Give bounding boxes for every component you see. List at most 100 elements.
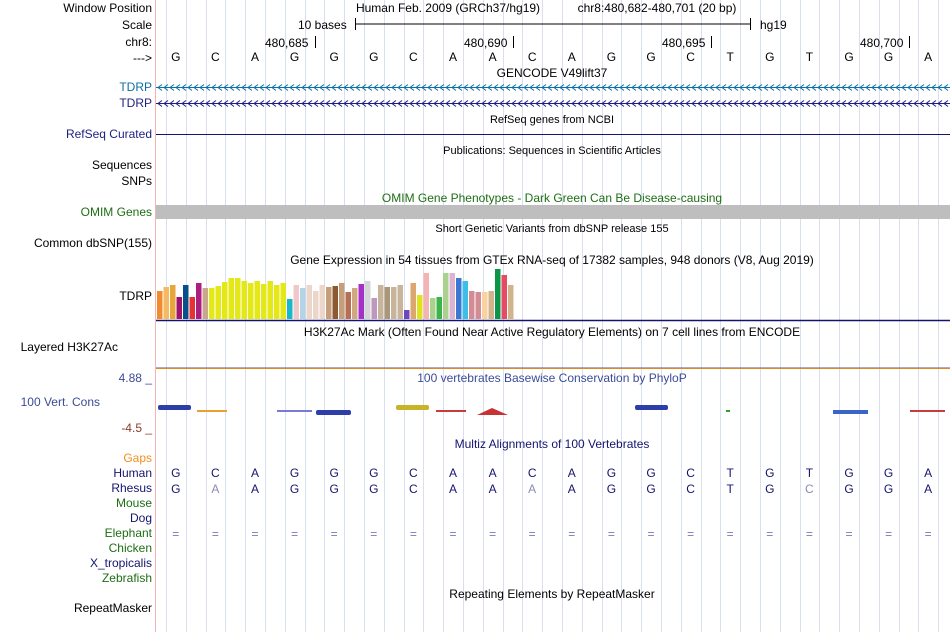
human-base: T xyxy=(805,466,814,480)
label-gtex-gene[interactable]: TDRP xyxy=(119,289,152,303)
gencode-gene-tdrp-1[interactable] xyxy=(156,84,950,91)
label-species-chicken[interactable]: Chicken xyxy=(108,541,152,555)
gtex-bar[interactable] xyxy=(358,284,365,319)
gtex-bar[interactable] xyxy=(209,288,215,319)
human-base: G xyxy=(369,466,379,480)
gtex-bar[interactable] xyxy=(163,287,170,319)
gtex-bar[interactable] xyxy=(254,281,261,319)
gtex-bar[interactable] xyxy=(196,283,202,319)
gtex-bar[interactable] xyxy=(456,278,462,319)
sequence-base: G xyxy=(329,50,339,64)
gtex-bar[interactable] xyxy=(228,278,235,319)
gtex-bar[interactable] xyxy=(443,273,449,319)
label-refseq-curated[interactable]: RefSeq Curated xyxy=(65,127,152,141)
scale-db: hg19 xyxy=(760,18,787,32)
gtex-bar[interactable] xyxy=(313,291,319,319)
gtex-bar[interactable] xyxy=(319,285,326,319)
track-title-omim: OMIM Gene Phenotypes - Dark Green Can Be… xyxy=(381,191,723,205)
gtex-bar[interactable] xyxy=(248,283,254,319)
gtex-bar[interactable] xyxy=(423,273,430,319)
gtex-bar[interactable] xyxy=(222,282,228,319)
sequence-base: G xyxy=(844,50,854,64)
human-base: G xyxy=(329,466,339,480)
gtex-bar[interactable] xyxy=(397,285,404,319)
phylop-conservation-marks[interactable] xyxy=(158,405,945,415)
label-gencode-tdrp-2[interactable]: TDRP xyxy=(119,96,152,110)
label-sequences[interactable]: Sequences xyxy=(91,158,152,172)
scale-label: 10 bases xyxy=(298,18,347,32)
gtex-bar[interactable] xyxy=(306,285,313,319)
human-base: C xyxy=(409,466,418,480)
omim-gene-bar[interactable] xyxy=(156,205,950,219)
gtex-bar[interactable] xyxy=(449,273,456,319)
gtex-bar[interactable] xyxy=(202,288,209,319)
ruler-tick-label: 480,700 xyxy=(860,36,904,50)
gtex-bar[interactable] xyxy=(384,287,391,319)
gtex-bar[interactable] xyxy=(241,281,248,319)
gtex-bar[interactable] xyxy=(436,297,443,319)
gtex-bar[interactable] xyxy=(410,283,417,319)
gtex-bar[interactable] xyxy=(417,295,423,319)
gtex-bar[interactable] xyxy=(157,291,163,319)
gtex-bar[interactable] xyxy=(352,288,358,319)
gtex-bar[interactable] xyxy=(176,297,183,319)
gtex-bar[interactable] xyxy=(326,287,332,319)
gtex-bar[interactable] xyxy=(501,275,508,319)
label-omim-genes[interactable]: OMIM Genes xyxy=(80,205,152,219)
gtex-bar[interactable] xyxy=(404,310,410,319)
sequence-base: A xyxy=(448,50,457,64)
rhesus-base: G xyxy=(883,482,894,496)
sequence-base: G xyxy=(171,50,181,64)
assembly-title: Human Feb. 2009 (GRCh37/hg19) xyxy=(355,1,541,15)
label-gencode-tdrp-1[interactable]: TDRP xyxy=(119,80,152,94)
elephant-base: = xyxy=(607,527,615,541)
gtex-bar[interactable] xyxy=(170,285,176,319)
label-repeatmasker[interactable]: RepeatMasker xyxy=(73,601,152,615)
gtex-bar[interactable] xyxy=(332,286,339,319)
human-base: G xyxy=(646,466,656,480)
label-species-gaps[interactable]: Gaps xyxy=(123,451,152,465)
gtex-bar[interactable] xyxy=(235,278,241,319)
rhesus-base: G xyxy=(171,482,181,496)
gtex-expression-bars[interactable] xyxy=(157,269,514,319)
gtex-bar[interactable] xyxy=(469,291,475,319)
gtex-bar[interactable] xyxy=(345,292,352,319)
gtex-bar[interactable] xyxy=(488,291,495,319)
label-layered-h3k27ac[interactable]: Layered H3K27Ac xyxy=(20,340,118,354)
elephant-base: = xyxy=(172,527,180,541)
gtex-bar[interactable] xyxy=(183,285,189,319)
gtex-bar[interactable] xyxy=(482,292,488,319)
label-100-vert-cons[interactable]: 100 Vert. Cons xyxy=(20,395,100,409)
label-species-rhesus[interactable]: Rhesus xyxy=(111,481,152,495)
gtex-bar[interactable] xyxy=(371,298,378,319)
gtex-bar[interactable] xyxy=(287,299,293,319)
gtex-bar[interactable] xyxy=(475,292,482,319)
gtex-bar[interactable] xyxy=(508,285,514,319)
label-species-dog[interactable]: Dog xyxy=(129,511,152,525)
gtex-bar[interactable] xyxy=(300,288,306,319)
label-species-elephant[interactable]: Elephant xyxy=(104,526,152,540)
gtex-bar[interactable] xyxy=(293,285,300,319)
gtex-bar[interactable] xyxy=(189,297,196,319)
gtex-bar[interactable] xyxy=(267,281,274,319)
label-snps[interactable]: SNPs xyxy=(121,174,152,188)
gtex-bar[interactable] xyxy=(430,298,436,319)
gtex-bar[interactable] xyxy=(339,283,345,319)
label-species-human[interactable]: Human xyxy=(113,466,152,480)
gtex-bar[interactable] xyxy=(274,285,280,319)
label-species-zebrafish[interactable]: Zebrafish xyxy=(101,571,152,585)
ruler-tick-label: 480,685 xyxy=(265,36,309,50)
gtex-bar[interactable] xyxy=(495,269,501,319)
label-species-mouse[interactable]: Mouse xyxy=(115,496,152,510)
gtex-bar[interactable] xyxy=(261,284,267,319)
gtex-bar[interactable] xyxy=(462,281,469,319)
gtex-bar[interactable] xyxy=(280,283,287,319)
label-common-dbsnp[interactable]: Common dbSNP(155) xyxy=(33,236,152,250)
label-species-x_tropicalis[interactable]: X_tropicalis xyxy=(89,556,152,570)
gencode-gene-tdrp-2[interactable] xyxy=(156,100,950,107)
gtex-bar[interactable] xyxy=(365,281,371,319)
gtex-bar[interactable] xyxy=(391,287,397,319)
gtex-bar[interactable] xyxy=(378,285,384,319)
gtex-bar[interactable] xyxy=(215,286,222,319)
